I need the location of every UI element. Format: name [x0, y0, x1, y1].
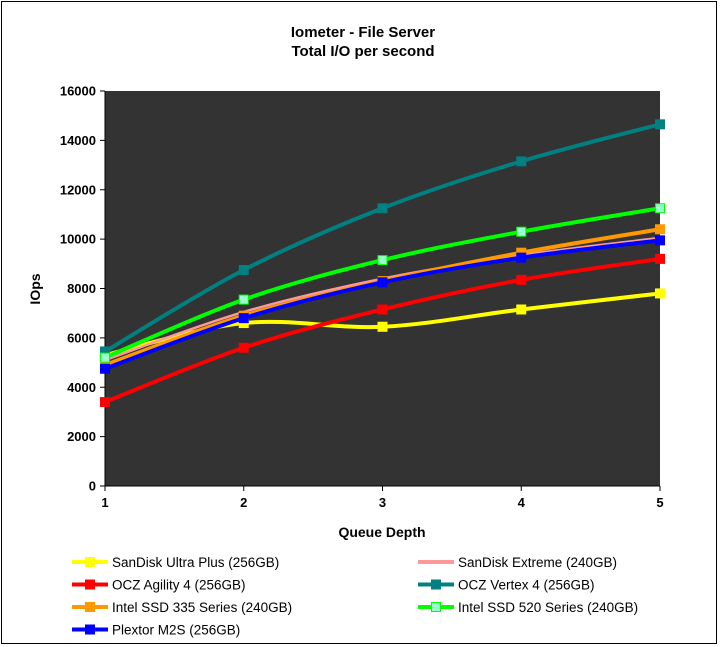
data-point [377, 277, 388, 288]
data-point [238, 264, 249, 275]
data-point [377, 255, 388, 266]
legend-swatch-marker [85, 624, 95, 635]
data-point [655, 253, 665, 264]
data-point [516, 252, 527, 263]
data-point [516, 304, 527, 315]
legend-swatch-marker [431, 602, 441, 612]
x-tick-label: 3 [379, 495, 386, 510]
legend-label: SanDisk Ultra Plus (256GB) [112, 555, 279, 570]
x-axis-ticks: 1 2 3 4 5 [101, 486, 664, 510]
x-tick-label: 4 [518, 495, 526, 510]
y-axis-label: IOps [27, 273, 43, 304]
data-point [516, 274, 527, 285]
legend-item: SanDisk Ultra Plus (256GB) [72, 555, 279, 570]
y-tick-label: 2000 [67, 429, 96, 444]
data-point [377, 304, 388, 315]
y-tick-label: 14000 [60, 133, 96, 148]
y-tick-label: 0 [89, 479, 96, 494]
legend-label: Intel SSD 335 Series (240GB) [112, 600, 292, 615]
data-point [516, 156, 527, 167]
legend-swatch-marker [85, 579, 95, 590]
legend-swatch-marker [85, 602, 95, 612]
y-tick-label: 4000 [67, 380, 96, 395]
legend-item: OCZ Vertex 4 (256GB) [418, 578, 595, 593]
legend-swatch-marker [431, 579, 441, 590]
legend-label: SanDisk Extreme (240GB) [458, 555, 617, 570]
series-intel-ssd-520-series-240gb [100, 203, 665, 363]
data-point [100, 397, 110, 408]
data-point [238, 342, 249, 353]
data-point [655, 203, 665, 214]
chart-title: Iometer - File Server [291, 24, 435, 41]
x-tick-label: 2 [240, 495, 247, 510]
plot-area [105, 91, 660, 486]
legend-item: SanDisk Extreme (240GB) [418, 555, 617, 570]
y-tick-label: 6000 [67, 330, 96, 345]
series-plextor-m2s-256gb [100, 235, 665, 374]
series-ocz-vertex-4-256gb [100, 119, 665, 357]
data-point [655, 288, 665, 299]
legend-label: OCZ Agility 4 (256GB) [112, 578, 246, 593]
data-point [655, 224, 665, 235]
y-axis-ticks: 0 2000 4000 6000 8000 10000 12000 14000 16000 [60, 84, 105, 494]
data-point [516, 226, 527, 237]
data-point [377, 321, 388, 332]
y-tick-label: 16000 [60, 84, 96, 99]
y-tick-label: 12000 [60, 182, 96, 197]
legend-label: OCZ Vertex 4 (256GB) [458, 578, 595, 593]
legend-item: Plextor M2S (256GB) [72, 623, 240, 638]
y-tick-label: 8000 [67, 281, 96, 296]
x-tick-label: 1 [101, 495, 108, 510]
x-tick-label: 5 [656, 495, 663, 510]
data-point [655, 235, 665, 246]
y-tick-label: 10000 [60, 232, 96, 247]
legend-item: Intel SSD 520 Series (240GB) [418, 600, 638, 615]
legend-swatch-marker [85, 557, 95, 567]
x-axis-label: Queue Depth [338, 524, 425, 540]
legend-label: Plextor M2S (256GB) [112, 623, 240, 638]
legend-item: Intel SSD 335 Series (240GB) [72, 600, 292, 615]
data-point [377, 203, 388, 214]
legend-label: Intel SSD 520 Series (240GB) [458, 600, 638, 615]
series-ocz-agility-4-256gb [100, 253, 665, 408]
chart-subtitle: Total I/O per second [291, 43, 434, 60]
data-point [238, 294, 249, 305]
data-point [100, 352, 110, 363]
series-layer [100, 119, 665, 408]
data-point [100, 363, 110, 374]
legend: SanDisk Ultra Plus (256GB) SanDisk Extrem… [72, 555, 638, 638]
data-point [238, 313, 249, 324]
data-point [655, 119, 665, 130]
legend-item: OCZ Agility 4 (256GB) [72, 578, 246, 593]
